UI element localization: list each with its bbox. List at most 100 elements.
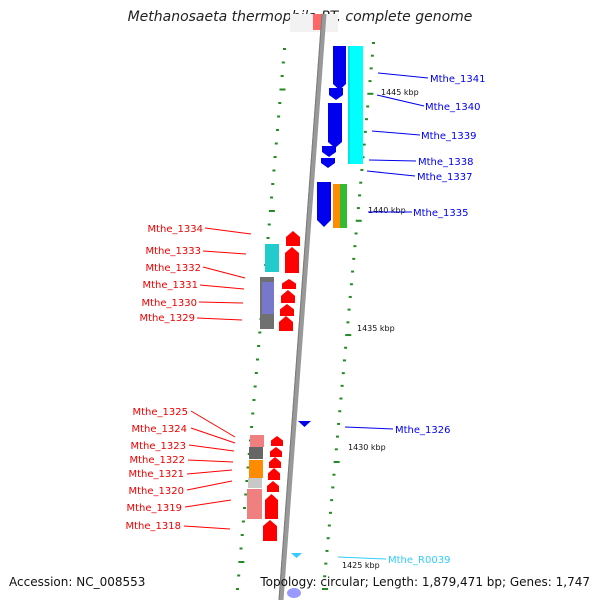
forward-gene-arrow[interactable] bbox=[265, 494, 278, 519]
feature-bar-cyan bbox=[348, 46, 363, 164]
tick-mark bbox=[238, 561, 245, 563]
gene-label-mthe-r0039[interactable]: Mthe_R0039 bbox=[388, 555, 450, 566]
tick-mark bbox=[370, 54, 374, 57]
tick-mark bbox=[253, 385, 257, 388]
gene-label-mthe1340[interactable]: Mthe_1340 bbox=[425, 102, 481, 113]
gene-label-mthe1338[interactable]: Mthe_1338 bbox=[418, 157, 474, 168]
feature-bars-right bbox=[333, 46, 363, 228]
tick-mark bbox=[274, 142, 278, 145]
gene-label-mthe1332[interactable]: Mthe_1332 bbox=[146, 263, 202, 274]
genome-backbone bbox=[278, 13, 327, 600]
tick-mark bbox=[341, 372, 345, 375]
tick-mark bbox=[366, 105, 370, 108]
feature-bar-lightgray bbox=[248, 478, 262, 488]
genome-backbone-shade bbox=[278, 13, 323, 600]
scale-label-1430: 1430 kbp bbox=[348, 443, 386, 452]
tick-mark bbox=[273, 156, 277, 158]
gene-label-mthe1335[interactable]: Mthe_1335 bbox=[413, 208, 469, 219]
gene-label-mthe1339[interactable]: Mthe_1339 bbox=[421, 131, 477, 142]
forward-gene-arrow[interactable] bbox=[279, 316, 293, 331]
gene-label-mthe1334[interactable]: Mthe_1334 bbox=[148, 224, 204, 235]
tick-mark bbox=[355, 219, 362, 222]
tick-mark bbox=[326, 537, 330, 540]
gene-label-mthe1330[interactable]: Mthe_1330 bbox=[142, 298, 198, 309]
forward-gene-arrow[interactable] bbox=[269, 457, 281, 468]
forward-gene-arrow[interactable] bbox=[263, 520, 277, 541]
tick-mark bbox=[328, 511, 332, 514]
feature-bar-violet-left bbox=[262, 282, 274, 314]
scale-label-1435: 1435 kbp bbox=[357, 324, 395, 333]
forward-gene-arrow[interactable] bbox=[270, 447, 282, 457]
gene-label-mthe1324[interactable]: Mthe_1324 bbox=[132, 424, 188, 435]
tick-mark bbox=[363, 130, 367, 133]
gene-label-mthe1341[interactable]: Mthe_1341 bbox=[430, 74, 486, 85]
tick-mark bbox=[244, 493, 248, 496]
gene-arrow-mthe1326[interactable] bbox=[298, 421, 311, 427]
forward-strand-genes bbox=[263, 231, 300, 541]
tick-mark bbox=[278, 102, 282, 104]
forward-gene-arrow[interactable] bbox=[281, 290, 295, 303]
tick-mark bbox=[335, 435, 339, 438]
gene-label-mthe1331[interactable]: Mthe_1331 bbox=[143, 280, 199, 291]
tick-mark bbox=[280, 75, 284, 77]
gene-label-mthe1318[interactable]: Mthe_1318 bbox=[126, 521, 182, 532]
feature-bar-cyan-left bbox=[265, 244, 279, 272]
forward-gene-arrow[interactable] bbox=[285, 247, 299, 273]
tick-mark bbox=[348, 295, 352, 298]
feature-bars-left bbox=[247, 244, 279, 519]
tick-mark bbox=[361, 156, 365, 159]
tick-mark bbox=[243, 507, 247, 509]
forward-gene-arrow[interactable] bbox=[286, 231, 300, 246]
gene-label-mthe1325[interactable]: Mthe_1325 bbox=[133, 407, 189, 418]
gene-arrow-mthe1337[interactable] bbox=[321, 158, 335, 168]
tick-mark bbox=[349, 283, 353, 286]
tick-mark bbox=[270, 196, 274, 199]
forward-gene-arrow[interactable] bbox=[280, 304, 294, 316]
gene-arrow-mthe1341[interactable] bbox=[333, 46, 346, 90]
tick-mark bbox=[360, 168, 364, 171]
feature-bar-gray-1 bbox=[249, 447, 263, 459]
forward-gene-arrow[interactable] bbox=[267, 481, 279, 492]
tick-mark bbox=[351, 270, 355, 273]
gene-label-mthe1333[interactable]: Mthe_1333 bbox=[146, 246, 202, 257]
gene-arrow-mthe1340a[interactable] bbox=[329, 88, 343, 100]
tick-mark bbox=[277, 115, 281, 118]
forward-gene-arrow[interactable] bbox=[271, 436, 283, 446]
gene-label-mthe1319[interactable]: Mthe_1319 bbox=[127, 503, 183, 514]
tick-marks bbox=[236, 42, 375, 590]
feature-bar-pink-1 bbox=[250, 435, 264, 447]
feature-bar-orange bbox=[333, 184, 340, 228]
feature-bar-orange-left bbox=[249, 460, 263, 478]
gene-arrow-mthe1340b[interactable] bbox=[328, 103, 342, 148]
gene-arrow-rna-r0039[interactable] bbox=[291, 553, 302, 558]
bottom-feature-blue bbox=[287, 588, 301, 598]
forward-gene-arrow[interactable] bbox=[268, 468, 280, 480]
gene-label-mthe1337[interactable]: Mthe_1337 bbox=[417, 172, 473, 183]
tick-mark bbox=[330, 499, 334, 502]
gene-arrow-mthe1335[interactable] bbox=[317, 182, 331, 227]
forward-gene-arrow[interactable] bbox=[282, 279, 296, 289]
gene-label-mthe1320[interactable]: Mthe_1320 bbox=[129, 486, 185, 497]
tick-mark bbox=[354, 232, 358, 235]
gene-arrow-mthe1338[interactable] bbox=[322, 146, 336, 157]
gene-label-mthe1323[interactable]: Mthe_1323 bbox=[131, 441, 187, 452]
tick-mark bbox=[342, 359, 346, 362]
gene-label-mthe1321[interactable]: Mthe_1321 bbox=[129, 469, 185, 480]
tick-mark bbox=[323, 575, 327, 578]
tick-mark bbox=[258, 331, 262, 334]
gene-label-mthe1326[interactable]: Mthe_1326 bbox=[395, 425, 451, 436]
accession-text: Accession: NC_008553 bbox=[9, 575, 146, 589]
tick-mark bbox=[257, 345, 261, 347]
tick-mark bbox=[372, 42, 375, 44]
tick-mark bbox=[245, 480, 249, 482]
gene-label-mthe1322[interactable]: Mthe_1322 bbox=[130, 455, 186, 466]
tick-mark bbox=[331, 486, 335, 489]
tick-mark bbox=[337, 422, 341, 425]
tick-mark bbox=[283, 48, 286, 50]
tick-mark bbox=[358, 194, 362, 197]
tick-mark bbox=[367, 92, 374, 95]
tick-mark bbox=[279, 88, 286, 91]
gene-label-mthe1329[interactable]: Mthe_1329 bbox=[140, 313, 196, 324]
tick-mark bbox=[237, 574, 241, 577]
